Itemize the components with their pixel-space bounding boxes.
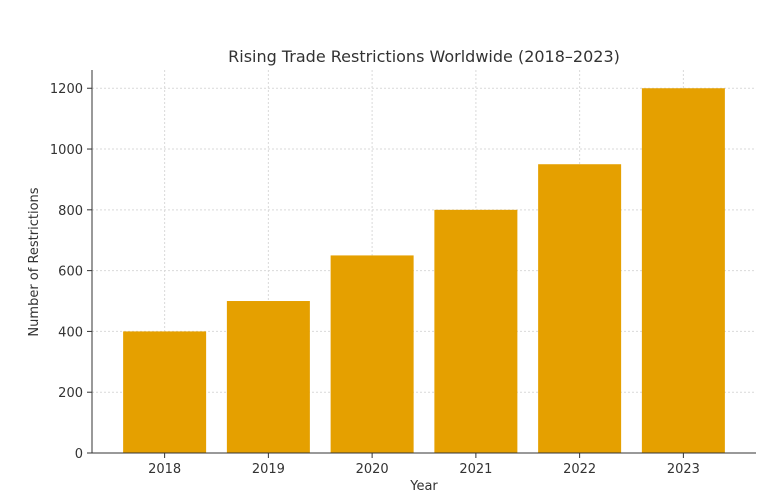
bar-2020 [330,255,414,453]
x-tick-label: 2019 [252,462,285,477]
y-tick-label: 1000 [50,143,83,158]
y-tick-label: 800 [58,204,83,219]
chart-title: Rising Trade Restrictions Worldwide (201… [228,47,620,66]
y-tick-label: 200 [58,386,83,401]
y-tick-label: 600 [58,265,83,280]
x-tick-label: 2022 [563,462,596,477]
y-tick-label: 0 [75,447,83,462]
bar-2022 [538,164,622,453]
bar-2019 [226,301,310,453]
y-axis-title: Number of Restrictions [27,187,42,336]
x-tick-label: 2020 [356,462,389,477]
bar-2023 [641,88,725,453]
bar-2021 [434,209,518,453]
y-tick-label: 1200 [50,82,83,97]
x-tick-label: 2021 [459,462,492,477]
bar-2018 [123,331,207,453]
tick-labels: 0 200 400 600 800 1000 1200 2018 2019 2020 2021 202… [50,82,700,477]
y-tick-label: 400 [58,325,83,340]
axes [87,70,756,458]
x-axis-title: Year [409,479,438,494]
x-tick-label: 2018 [148,462,181,477]
bars [123,88,725,453]
x-tick-label: 2023 [667,462,700,477]
